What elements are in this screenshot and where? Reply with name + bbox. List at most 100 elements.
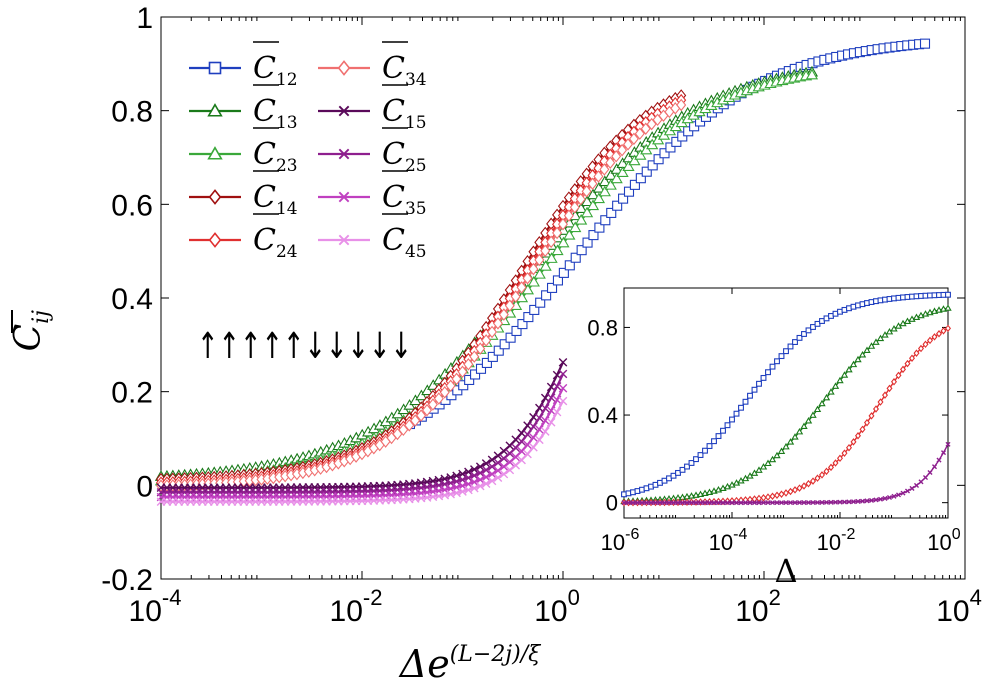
inset-data-point	[747, 392, 753, 399]
inset-data-point	[657, 500, 663, 506]
legend-label: C15	[382, 94, 427, 133]
data-point-C34	[445, 379, 456, 393]
legend-entry-C15: C15	[318, 84, 427, 133]
inset-y-tick-label: 0.8	[587, 315, 618, 340]
inset-data-point	[786, 438, 795, 445]
inset-data-point	[868, 497, 875, 503]
inset-data-point	[621, 500, 627, 506]
inset-data-point	[927, 469, 933, 476]
inset-frame	[623, 287, 949, 519]
data-point-C23	[557, 236, 570, 248]
data-point-C34	[504, 299, 515, 312]
data-point-C15	[475, 462, 485, 471]
data-point-C12	[452, 385, 463, 396]
data-point-C12	[493, 345, 504, 356]
legend-swatch-marker	[208, 189, 222, 205]
inset-data-point	[940, 450, 947, 456]
data-point-C34	[451, 372, 462, 386]
inset-data-point	[706, 443, 713, 450]
data-point-C45	[529, 443, 538, 452]
data-point-C35	[475, 475, 485, 485]
data-point-C23	[622, 160, 635, 172]
data-point-C12	[541, 290, 552, 301]
inset-data-point	[768, 455, 777, 463]
data-point-C12	[523, 312, 534, 323]
inset-x-tick-label: 10-6	[601, 526, 640, 555]
inset-data-point	[805, 479, 812, 488]
inset-data-point	[891, 493, 897, 499]
inset-data-point	[828, 499, 834, 505]
data-point-C34	[575, 192, 586, 206]
legend-entry-C34: C34	[318, 41, 427, 90]
data-point-C23	[616, 166, 629, 178]
inset-data-point	[850, 438, 857, 446]
inset-data-point	[706, 500, 713, 506]
x-tick-label: 100	[534, 585, 580, 628]
data-point-C12	[552, 275, 564, 286]
inset-data-point	[760, 500, 767, 506]
inset-data-point	[818, 471, 826, 479]
data-point-C45	[470, 483, 479, 493]
data-point-C12	[481, 357, 492, 369]
data-point-C34	[498, 308, 509, 321]
data-point-C23	[569, 221, 582, 233]
inset-data-point	[876, 334, 885, 342]
inset-data-point	[945, 291, 951, 298]
data-point-C12	[582, 237, 593, 248]
data-point-C25	[493, 458, 503, 468]
inset-data-point	[909, 485, 915, 492]
inset-data-point	[918, 479, 924, 485]
data-point-C34	[557, 217, 568, 231]
data-point-C35	[481, 472, 491, 482]
inset-data-point	[832, 459, 839, 467]
data-point-C12	[677, 131, 688, 142]
inset-data-point	[755, 466, 763, 473]
inset-data-point	[666, 500, 672, 506]
inset-data-point	[796, 334, 803, 341]
y-tick-label: 0	[136, 470, 153, 503]
inset-data-point	[854, 355, 862, 363]
inset-data-point	[711, 500, 717, 506]
data-point-C12	[600, 215, 611, 226]
data-point-C34	[676, 98, 687, 112]
inset-data-point	[809, 477, 817, 485]
legend-label: C25	[382, 137, 427, 176]
inset-data-point	[765, 369, 771, 376]
inset-data-point	[643, 500, 650, 506]
data-point-C23	[628, 154, 641, 166]
data-point-C34	[416, 409, 427, 422]
data-point-C34	[522, 271, 533, 285]
inset-data-point	[890, 378, 898, 386]
inset-data-point	[917, 344, 925, 353]
inset-data-point	[774, 358, 780, 365]
legend-swatch-marker	[338, 148, 350, 160]
inset-data-point	[765, 500, 771, 506]
inset-data-point	[836, 376, 844, 384]
inset-data-point	[823, 499, 830, 505]
inset-data-point	[697, 500, 704, 506]
legend-swatch-marker	[208, 232, 222, 248]
inset-data-point	[845, 443, 853, 452]
inset-data-point	[702, 500, 708, 506]
data-point-C12	[499, 339, 510, 350]
legend-entry-C25: C25	[318, 127, 427, 176]
inset-data-point	[756, 500, 762, 506]
inset-data-point	[872, 338, 880, 345]
data-point-C13	[586, 188, 600, 200]
x-tick-label: 104	[936, 585, 982, 628]
data-point-C12	[594, 222, 605, 233]
data-point-C12	[612, 200, 623, 211]
inset-series-3	[621, 441, 951, 506]
data-point-C34	[492, 317, 503, 330]
data-point-C12	[618, 193, 629, 204]
inset-series-layer	[620, 291, 952, 507]
data-point-C34	[611, 150, 622, 163]
inset-data-point	[769, 500, 776, 506]
inset-data-point	[899, 365, 907, 374]
inset-data-point	[873, 497, 879, 503]
inset-data-point	[822, 393, 831, 401]
inset-data-point	[867, 342, 876, 349]
data-point-C34	[540, 244, 551, 258]
data-point-C12	[487, 351, 498, 362]
data-point-C23	[592, 192, 606, 204]
